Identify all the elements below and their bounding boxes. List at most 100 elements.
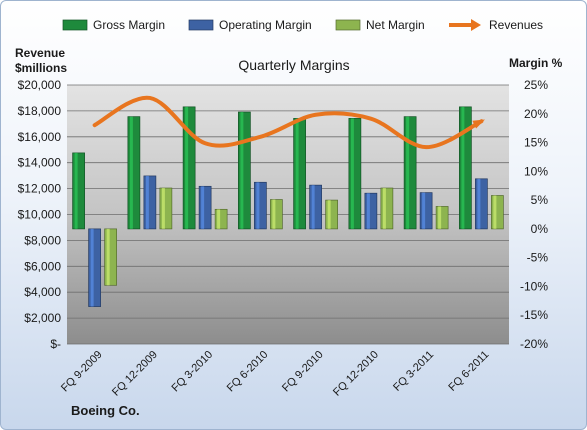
bar-highlight — [295, 118, 299, 229]
bar-operating-margin — [419, 192, 433, 230]
bar-highlight — [477, 178, 481, 229]
bar-highlight — [106, 228, 110, 286]
legend-item-operating-margin: Operating Margin — [188, 18, 312, 32]
bar-highlight — [350, 118, 354, 229]
right-axis-tick-label: -15% — [520, 308, 548, 322]
revenues-line — [92, 95, 484, 150]
bar-highlight — [145, 175, 149, 229]
bar-gross-margin — [293, 118, 306, 230]
left-axis-tick-label: $12,000 — [18, 182, 62, 196]
left-axis-tick-label: $- — [50, 337, 61, 351]
bar-highlight — [217, 209, 221, 229]
bar-operating-margin — [88, 228, 101, 307]
bar-highlight — [327, 200, 331, 229]
bar-highlight — [366, 193, 370, 229]
right-axis-tick-label: 15% — [524, 136, 548, 150]
bar-operating-margin — [309, 184, 322, 230]
legend: Gross Margin Operating Margin Net Margin Re… — [62, 18, 543, 32]
right-axis-tick-label: 0% — [531, 222, 549, 236]
legend-label: Gross Margin — [93, 18, 165, 32]
bar-net-margin — [214, 208, 228, 230]
bar-highlight — [493, 195, 497, 229]
x-axis-ticks: FQ 9-2009 FQ 12-2009 FQ 3-2010 FQ 6-2010 FQ … — [59, 349, 491, 399]
bar-highlight — [256, 182, 260, 229]
legend-item-revenues: Revenues — [449, 18, 543, 32]
left-axis-tick-label: $10,000 — [18, 208, 62, 222]
bar-gross-margin — [459, 106, 472, 230]
right-axis-tick-label: 25% — [524, 78, 548, 92]
bar-highlight — [438, 206, 442, 229]
legend-label: Net Margin — [366, 18, 425, 32]
bar-net-margin — [435, 206, 449, 230]
right-axis-label: Margin % — [509, 56, 563, 70]
bar-highlight — [161, 188, 165, 229]
bar-net-margin — [325, 199, 338, 230]
bar-highlight — [74, 152, 78, 229]
bar-highlight — [311, 185, 315, 229]
right-axis-tick-label: 20% — [524, 107, 548, 121]
bar-gross-margin — [127, 116, 141, 230]
legend-swatch — [188, 19, 214, 31]
left-axis-tick-label: $8,000 — [24, 233, 61, 247]
bar-highlight — [461, 106, 465, 229]
bar-gross-margin — [238, 111, 251, 230]
left-axis-label-line1: Revenue — [15, 46, 65, 60]
x-axis-tick-label: FQ 3-2010 — [170, 349, 216, 395]
bar-net-margin — [104, 228, 117, 286]
x-axis-tick-label: FQ 12-2009 — [110, 349, 160, 399]
bar-operating-margin — [364, 192, 378, 230]
bar-gross-margin — [348, 118, 362, 230]
bar-highlight — [272, 199, 276, 229]
left-axis-tick-label: $2,000 — [24, 311, 61, 325]
legend-label: Revenues — [489, 18, 543, 32]
legend-arrow-icon — [471, 19, 481, 31]
left-axis-tick-label: $18,000 — [18, 104, 62, 118]
legend-label: Operating Margin — [219, 18, 312, 32]
right-axis-ticks: -20% -15% -10% -5% 0% 5% 10% 15% 20% 25% — [520, 78, 548, 351]
right-axis-tick-label: 5% — [531, 193, 549, 207]
bar-highlight — [422, 192, 426, 229]
chart-title: Quarterly Margins — [238, 57, 349, 73]
left-axis-tick-label: $20,000 — [18, 78, 62, 92]
x-axis-tick-label: FQ 9-2010 — [280, 349, 326, 395]
left-axis-tick-label: $4,000 — [24, 285, 61, 299]
bar-highlight — [129, 116, 133, 229]
bar-highlight — [185, 106, 189, 229]
right-axis-tick-label: -5% — [527, 251, 549, 265]
right-axis-tick-label: 10% — [524, 164, 548, 178]
left-axis-label-line2: $millions — [15, 61, 67, 75]
bar-operating-margin — [254, 181, 267, 230]
right-axis-tick-label: -10% — [520, 279, 548, 293]
legend-swatch — [335, 19, 361, 31]
gridlines — [67, 84, 509, 345]
bar-net-margin — [491, 195, 504, 230]
bar-highlight — [90, 228, 94, 307]
bar-highlight — [382, 188, 386, 229]
legend-item-gross-margin: Gross Margin — [62, 18, 165, 32]
left-axis-tick-label: $6,000 — [24, 259, 61, 273]
bar-marks — [72, 106, 504, 307]
bar-operating-margin — [475, 178, 488, 230]
x-axis-tick-label: FQ 6-2011 — [446, 349, 491, 394]
legend-swatch — [62, 19, 88, 31]
bar-highlight — [201, 186, 205, 229]
bar-gross-margin — [403, 116, 417, 230]
bar-net-margin — [380, 187, 394, 230]
bar-operating-margin — [143, 175, 157, 230]
left-axis-ticks: $- $2,000 $4,000 $6,000 $8,000 $10,000 $12,000… — [18, 78, 62, 351]
x-axis-tick-label: FQ 6-2010 — [225, 349, 271, 395]
legend-item-net-margin: Net Margin — [335, 18, 425, 32]
x-axis-tick-label: FQ 12-2010 — [331, 349, 381, 399]
left-axis-tick-label: $14,000 — [18, 156, 62, 170]
right-axis-tick-label: -20% — [520, 337, 548, 351]
x-axis-tick-label: FQ 9-2009 — [59, 349, 105, 395]
bar-highlight — [406, 116, 410, 229]
bar-highlight — [240, 112, 244, 229]
bar-net-margin — [270, 199, 283, 230]
left-axis-tick-label: $16,000 — [18, 130, 62, 144]
company-label: Boeing Co. — [71, 403, 140, 418]
bar-net-margin — [159, 187, 173, 230]
bar-operating-margin — [198, 185, 212, 230]
